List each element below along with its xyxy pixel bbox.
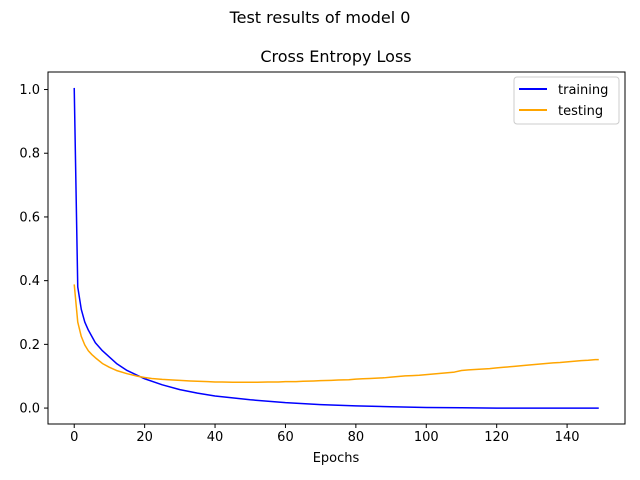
legend-label-training: training (558, 83, 608, 98)
y-tick-label: 0.4 (19, 274, 40, 289)
axes (47, 71, 626, 425)
series-lines (73, 87, 599, 409)
x-tick-label: 0 (70, 430, 78, 445)
chart-title: Cross Entropy Loss (260, 47, 411, 66)
series-line-testing (73, 284, 599, 384)
y-tick-label: 1.0 (19, 83, 40, 98)
plot-area: 0 20 40 60 80 100 120 140 0.0 0.2 0.4 0.6 0.8 1.0 (19, 71, 626, 445)
series-line-training (73, 87, 599, 409)
legend: training testing (513, 76, 620, 125)
figure-suptitle: Test results of model 0 (229, 8, 411, 27)
x-tick-label: 40 (207, 430, 224, 445)
x-tick-label: 60 (277, 430, 294, 445)
x-axis-label: Epochs (313, 451, 360, 466)
y-tick-label: 0.8 (19, 147, 40, 162)
y-tick-label: 0.0 (19, 402, 40, 417)
x-tick-label: 120 (484, 430, 509, 445)
x-axis-ticks: 0 20 40 60 80 100 120 140 (70, 424, 580, 445)
y-tick-label: 0.2 (19, 338, 40, 353)
x-tick-label: 100 (414, 430, 439, 445)
y-axis-ticks: 0.0 0.2 0.4 0.6 0.8 1.0 (19, 83, 48, 417)
plot-background (48, 72, 625, 424)
x-tick-label: 20 (136, 430, 153, 445)
axes-frame (47, 71, 626, 425)
x-tick-label: 80 (348, 430, 365, 445)
x-tick-label: 140 (555, 430, 580, 445)
legend-label-testing: testing (558, 104, 603, 119)
y-tick-label: 0.6 (19, 210, 40, 225)
